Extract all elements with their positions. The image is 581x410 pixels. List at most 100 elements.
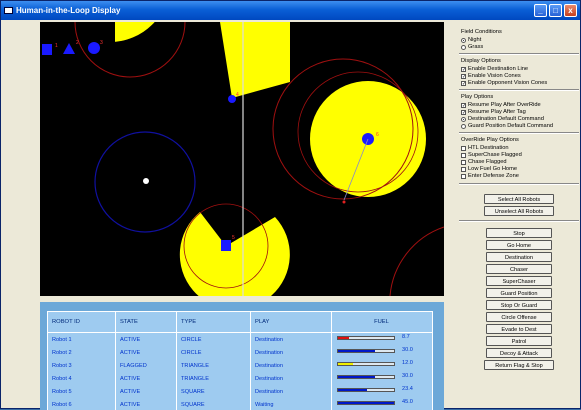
check-chase-flagged[interactable]: Chase Flagged [461,159,507,165]
return-flag-stop-button[interactable]: Return Flag & Stop [484,360,554,370]
fuel-fill [338,363,353,365]
divider [459,89,579,91]
maximize-icon[interactable]: □ [549,4,562,17]
table-header-row: ROBOT ID STATE TYPE PLAY FUEL [48,312,433,333]
field-conditions-title: Field Conditions [461,29,502,35]
fuel-bar [337,336,395,340]
checkbox[interactable]: ✓ [461,81,466,86]
destination-button[interactable]: Destination [486,252,552,262]
radio-night[interactable]: Night [461,37,481,43]
cell-type: CIRCLE [177,346,251,359]
cell-fuel: 8.7 [332,333,433,347]
checkbox[interactable]: ✓ [461,103,466,108]
checkbox[interactable]: ✓ [461,67,466,72]
checkbox[interactable] [461,160,466,165]
cell-type: SQUARE [177,398,251,410]
cell-state: ACTIVE [116,346,177,359]
checkbox[interactable] [461,174,466,179]
check-htl-destination[interactable]: HTL Destination [461,145,509,151]
robot-circle[interactable] [88,42,100,54]
fuel-bar [337,362,395,366]
evade-to-dest-button[interactable]: Evade to Dest [486,324,552,334]
play-options-title: Play Options [461,94,493,100]
check-vision-cones[interactable]: ✓Enable Vision Cones [461,73,521,79]
checkbox-label: Enable Destination Line [468,66,528,72]
radio-button[interactable] [461,117,466,122]
divider [459,132,579,134]
fuel-fill [338,337,349,339]
checkbox[interactable] [461,167,466,172]
marker-label: 5 [232,235,235,241]
radio-destination-default[interactable]: Destination Default Command [461,116,544,122]
checkbox[interactable]: ✓ [461,110,466,115]
check-resume-after-tag[interactable]: ✓Resume Play After Tag [461,109,526,115]
radio-guard-default[interactable]: Guard Position Default Command [461,123,553,129]
cell-fuel: 30.0 [332,346,433,359]
col-state: STATE [116,312,177,333]
radio-button[interactable] [461,45,466,50]
unselect-all-robots-button[interactable]: Unselect All Robots [484,206,554,216]
robot-square[interactable] [42,44,52,55]
fuel-bar [337,349,395,353]
marker-label: 4 [236,92,239,98]
col-robot-id: ROBOT ID [48,312,116,333]
select-all-robots-button[interactable]: Select All Robots [484,194,554,204]
check-resume-after-override[interactable]: ✓Resume Play After OverRide [461,102,541,108]
cell-play: Waiting [251,398,332,410]
col-fuel: FUEL [332,312,433,333]
stop-button[interactable]: Stop [486,228,552,238]
marker-label: 1 [55,43,58,49]
stop-or-guard-button[interactable]: Stop Or Guard [486,300,552,310]
checkbox-label: Enable Opponent Vision Cones [468,80,547,86]
check-destination-line[interactable]: ✓Enable Destination Line [461,66,528,72]
robot-circle[interactable] [228,95,236,103]
check-enter-defense-zone[interactable]: Enter Defense Zone [461,173,519,179]
ball[interactable] [143,178,149,184]
radio-grass[interactable]: Grass [461,44,483,50]
robot-square[interactable] [221,240,231,251]
title-bar: Human-in-the-Loop Display _ □ x [1,1,580,20]
close-icon[interactable]: x [564,4,577,17]
checkbox-label: Resume Play After Tag [468,109,526,115]
app-icon [4,7,13,14]
cell-play: Destination [251,333,332,347]
marker-label: 2 [76,40,79,46]
radio-label: Destination Default Command [468,116,544,122]
checkbox-label: Enable Vision Cones [468,73,521,79]
fuel-fill [338,389,367,391]
check-superchase-flagged[interactable]: SuperChase Flagged [461,152,522,158]
fuel-bar [337,375,395,379]
go-home-button[interactable]: Go Home [486,240,552,250]
field-canvas[interactable]: 1 2 3 4 5 6 [40,22,444,296]
superchaser-button[interactable]: SuperChaser [486,276,552,286]
cell-play: Destination [251,359,332,372]
checkbox[interactable]: ✓ [461,74,466,79]
cell-state: ACTIVE [116,385,177,398]
fuel-value: 23.4 [402,386,413,392]
guard-position-button[interactable]: Guard Position [486,288,552,298]
minimize-icon[interactable]: _ [534,4,547,17]
circle-offense-button[interactable]: Circle Offense [486,312,552,322]
patrol-button[interactable]: Patrol [486,336,552,346]
vision-cone [220,22,290,98]
check-low-fuel-go-home[interactable]: Low Fuel Go Home [461,166,517,172]
chaser-button[interactable]: Chaser [486,264,552,274]
marker-label: 6 [376,132,379,138]
checkbox[interactable] [461,146,466,151]
checkbox-label: Resume Play After OverRide [468,102,541,108]
playing-field[interactable]: 1 2 3 4 5 6 [40,22,444,296]
checkbox-label: Chase Flagged [468,159,507,165]
fuel-bar [337,388,395,392]
decoy-attack-button[interactable]: Decoy & Attack [486,348,552,358]
cell-state: ACTIVE [116,372,177,385]
radio-button[interactable] [461,124,466,129]
radio-button[interactable] [461,38,466,43]
check-opponent-vision-cones[interactable]: ✓Enable Opponent Vision Cones [461,80,547,86]
checkbox[interactable] [461,153,466,158]
